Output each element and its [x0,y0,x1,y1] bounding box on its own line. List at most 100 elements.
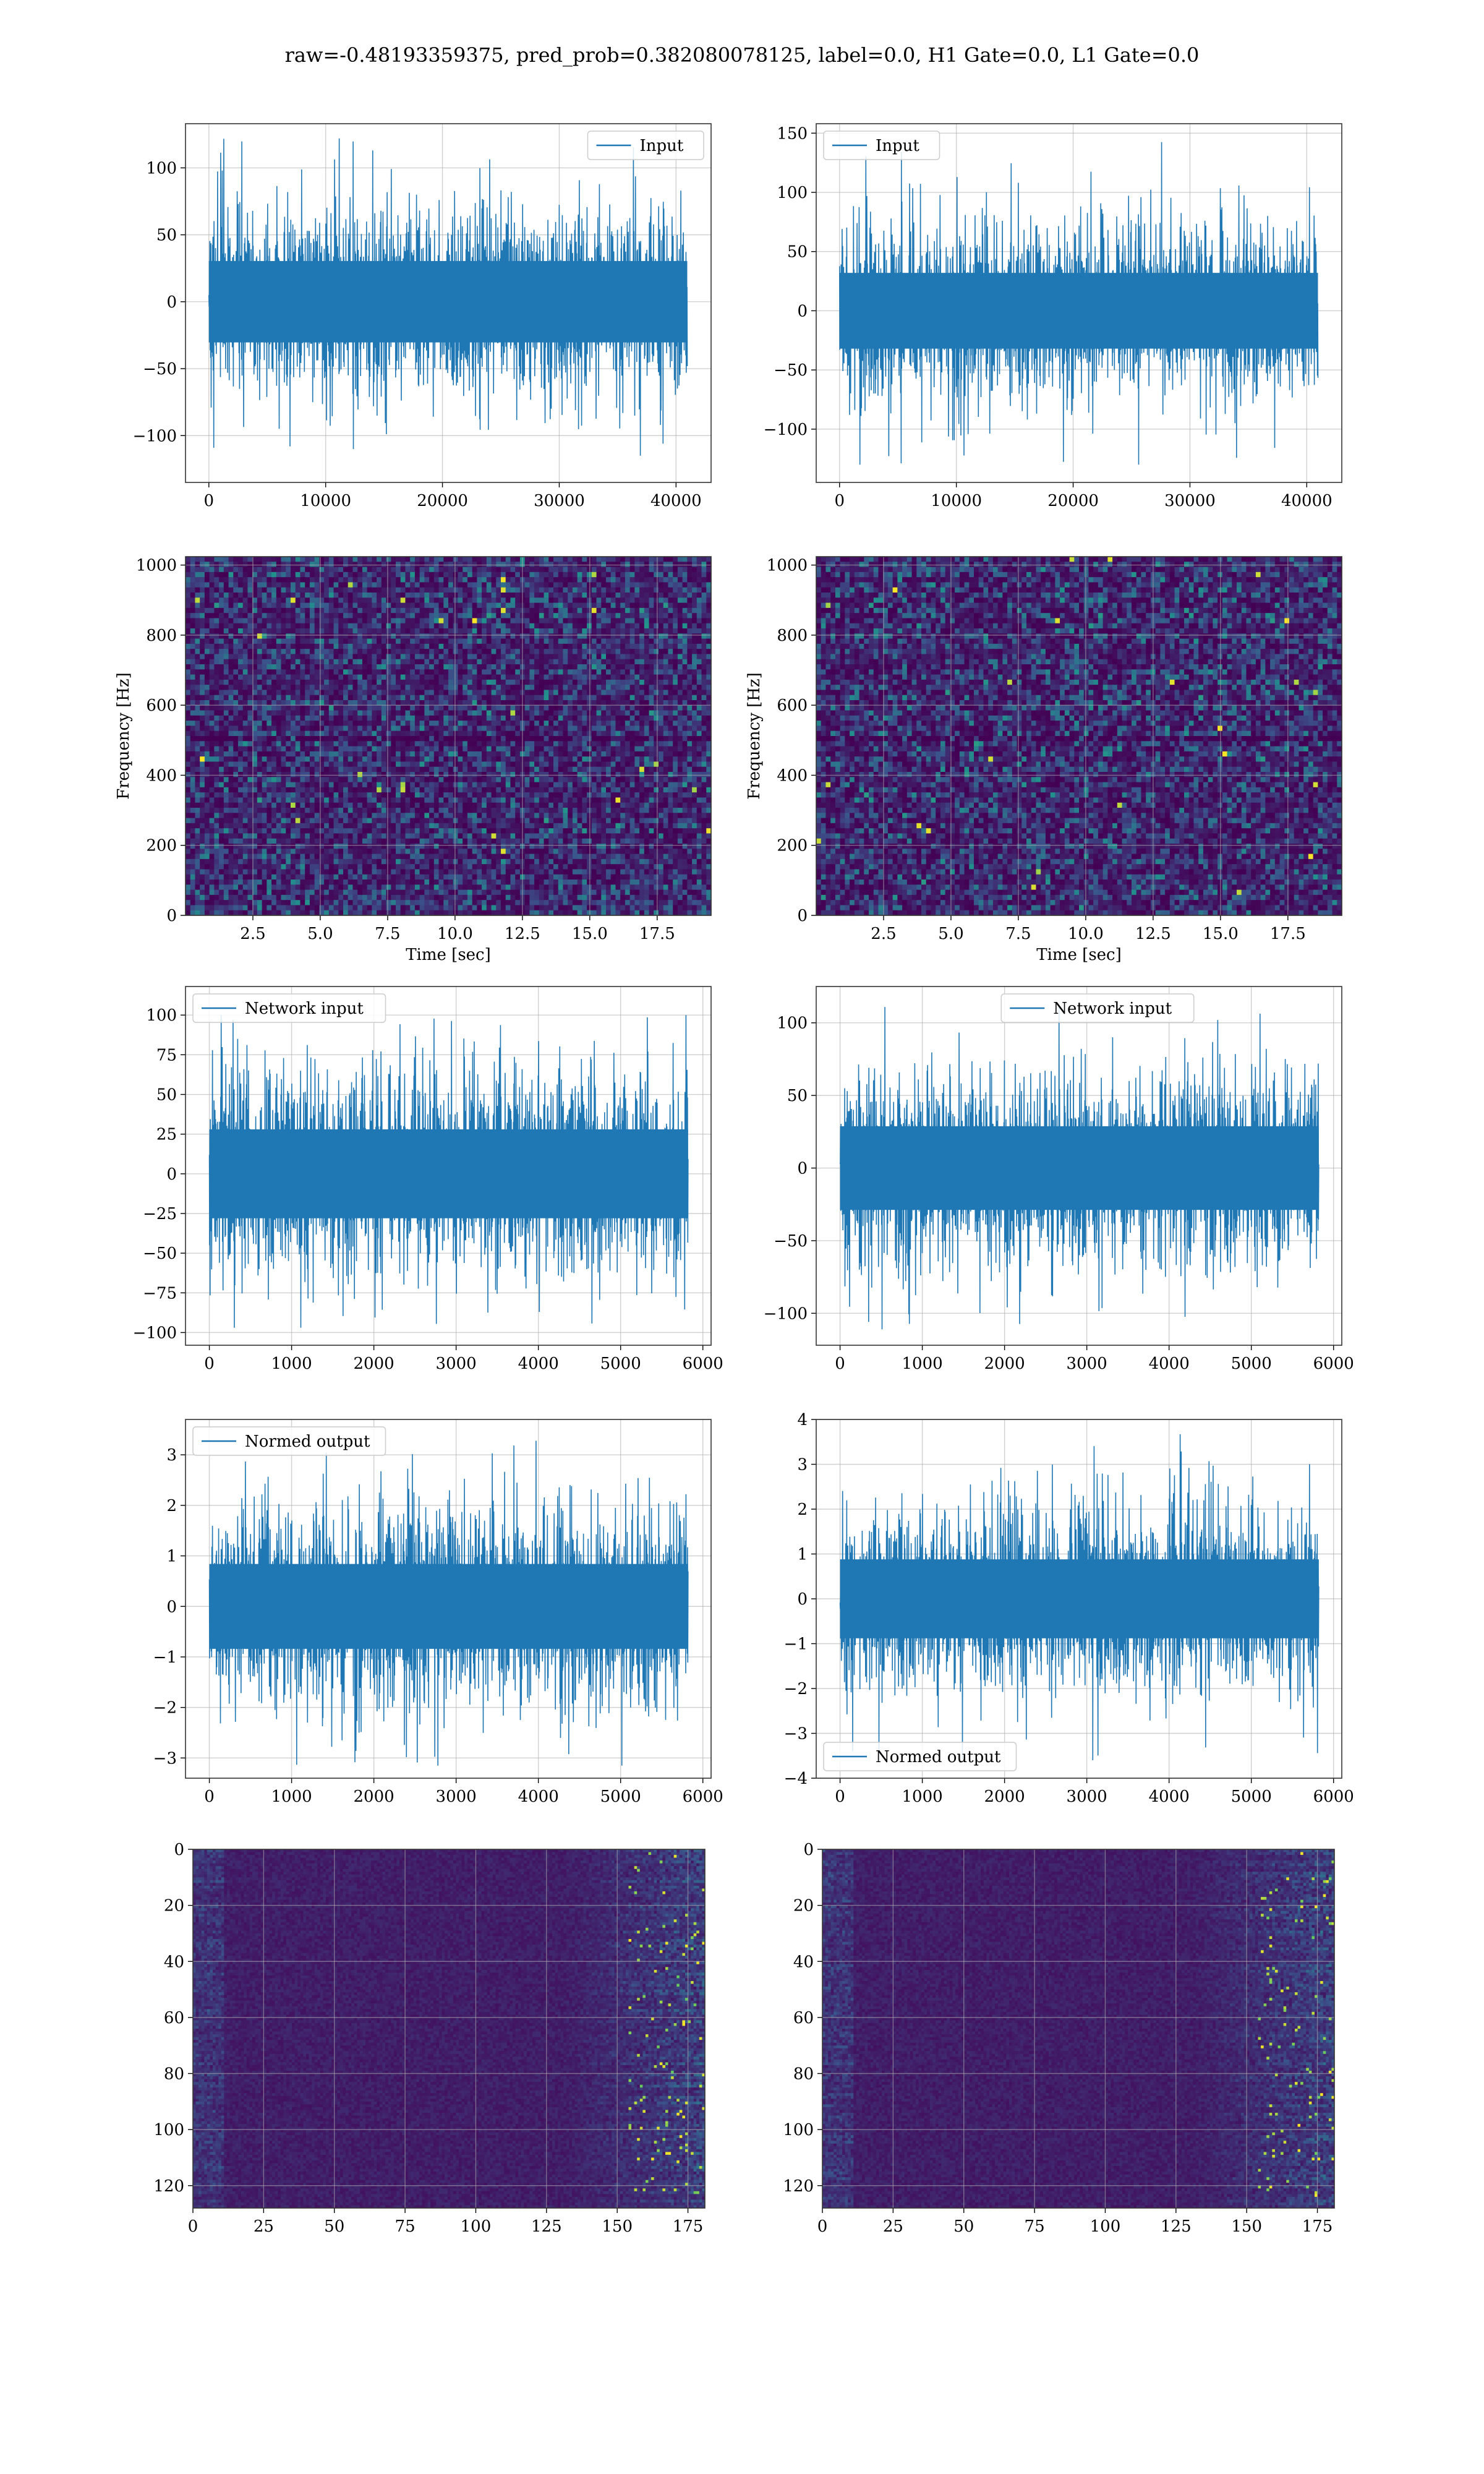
x-tick-label: 0 [835,1355,845,1373]
y-tick-label: −50 [774,1232,808,1251]
y-tick-label: 200 [777,837,808,855]
y-tick-label: −100 [764,1304,808,1323]
x-tick-label: 4000 [518,1355,559,1373]
x-tick-label: 6000 [1313,1355,1354,1373]
x-tick-label: 2000 [984,1355,1025,1373]
y-tick-label: 1000 [767,557,808,575]
x-tick-label: 2000 [984,1787,1025,1806]
legend-label: Input [640,137,684,155]
y-tick-label: 50 [787,1087,808,1105]
y-tick-label: −3 [784,1725,808,1744]
x-tick-label: 0 [835,492,845,510]
y-tick-label: 50 [156,226,177,245]
legend-label: Network input [1053,999,1172,1018]
y-tick-label: 0 [166,1165,177,1184]
x-tick-label: 5.0 [938,925,963,943]
y-tick-label: 600 [146,696,177,715]
x-tick-label: 0 [188,2217,198,2236]
legend: Input [824,131,940,160]
l1-network-input-plot: 0 1000 2000 3000 4000 5000 6000−100−50050100Ne… [764,987,1354,1373]
x-tick-label: 3000 [436,1355,477,1373]
x-tick-label: 15.0 [1203,925,1239,943]
x-tick-label: 0 [204,492,215,510]
y-tick-label: 0 [797,1160,808,1178]
x-tick-label: 150 [1231,2217,1262,2236]
x-tick-label: 175 [673,2217,704,2236]
y-tick-label: 0 [174,1841,184,1859]
l1-spectrogram-plot: 2.5 5.0 7.5 10.0 12.5 15.0 17.5020040060080010… [745,557,1342,964]
y-tick-label: 120 [783,2177,814,2196]
h1-normed-output-plot: 0 1000 2000 3000 4000 5000 6000−3−2−10123Norme… [153,1419,723,1806]
x-tick-label: 6000 [683,1787,723,1806]
x-tick-label: 5000 [1231,1355,1272,1373]
y-tick-label: 0 [797,1590,808,1609]
x-axis-label: Time [sec] [1036,946,1122,964]
y-tick-label: −1 [784,1635,808,1654]
x-tick-label: 75 [1025,2217,1045,2236]
y-tick-label: 0 [166,907,177,925]
x-tick-label: 10.0 [437,925,473,943]
x-tick-label: 50 [953,2217,974,2236]
y-tick-label: −1 [153,1648,177,1667]
x-tick-label: 4000 [1149,1787,1190,1806]
legend: Input [588,131,704,160]
y-tick-label: 0 [166,293,177,312]
y-tick-label: −4 [784,1770,808,1788]
x-tick-label: 0 [835,1787,845,1806]
x-tick-label: 3000 [1067,1787,1107,1806]
y-tick-label: 800 [146,627,177,645]
y-tick-label: 1 [797,1546,808,1564]
series-core-band [840,1559,1319,1638]
heatmap-cells [186,557,712,916]
y-tick-label: 20 [793,1897,814,1915]
y-tick-label: −100 [133,1324,177,1342]
y-tick-label: −100 [133,427,177,445]
x-tick-label: 1000 [902,1355,943,1373]
legend-label: Normed output [876,1748,1001,1766]
legend: Normed output [193,1427,386,1455]
y-tick-label: 0 [166,1598,177,1616]
series-core-band [210,1564,688,1649]
y-tick-label: 3 [797,1456,808,1475]
y-tick-label: −100 [764,421,808,439]
x-tick-label: 0 [204,1355,215,1373]
x-tick-label: 4000 [518,1787,559,1806]
x-tick-label: 6000 [1313,1787,1354,1806]
series-core-band [210,1129,688,1218]
y-tick-label: −2 [784,1680,808,1698]
y-tick-label: 20 [164,1897,184,1915]
x-tick-label: 20000 [417,492,468,510]
x-tick-label: 30000 [1164,492,1216,510]
x-tick-label: 0 [817,2217,828,2236]
x-tick-label: 17.5 [1270,925,1306,943]
x-axis-label: Time [sec] [406,946,491,964]
series-core-band [840,1126,1319,1210]
y-tick-label: 75 [156,1046,177,1064]
x-tick-label: 1000 [271,1355,312,1373]
legend-label: Normed output [245,1432,370,1451]
h1-network-input-plot: 0 1000 2000 3000 4000 5000 6000−100−75−50−2502… [133,987,723,1373]
y-tick-label: −50 [774,361,808,380]
x-tick-label: 2.5 [240,925,265,943]
y-tick-label: 120 [153,2177,184,2196]
l1-normed-output-plot: 0 1000 2000 3000 4000 5000 6000−4−3−2−101234No… [784,1411,1354,1806]
x-tick-label: 4000 [1149,1355,1190,1373]
x-tick-label: 30000 [534,492,585,510]
y-tick-label: 100 [777,1014,808,1033]
x-tick-label: 40000 [1281,492,1333,510]
y-tick-label: 0 [797,302,808,320]
x-tick-label: 40000 [650,492,702,510]
x-tick-label: 17.5 [639,925,675,943]
y-tick-label: 1000 [136,557,177,575]
y-tick-label: 80 [793,2065,814,2084]
y-tick-label: 100 [146,1006,177,1025]
x-tick-label: 5000 [600,1787,641,1806]
y-tick-label: 40 [164,1953,184,1971]
x-tick-label: 7.5 [1005,925,1031,943]
y-tick-label: 400 [777,766,808,785]
legend-label: Network input [245,999,364,1018]
y-tick-label: 2 [166,1497,177,1515]
